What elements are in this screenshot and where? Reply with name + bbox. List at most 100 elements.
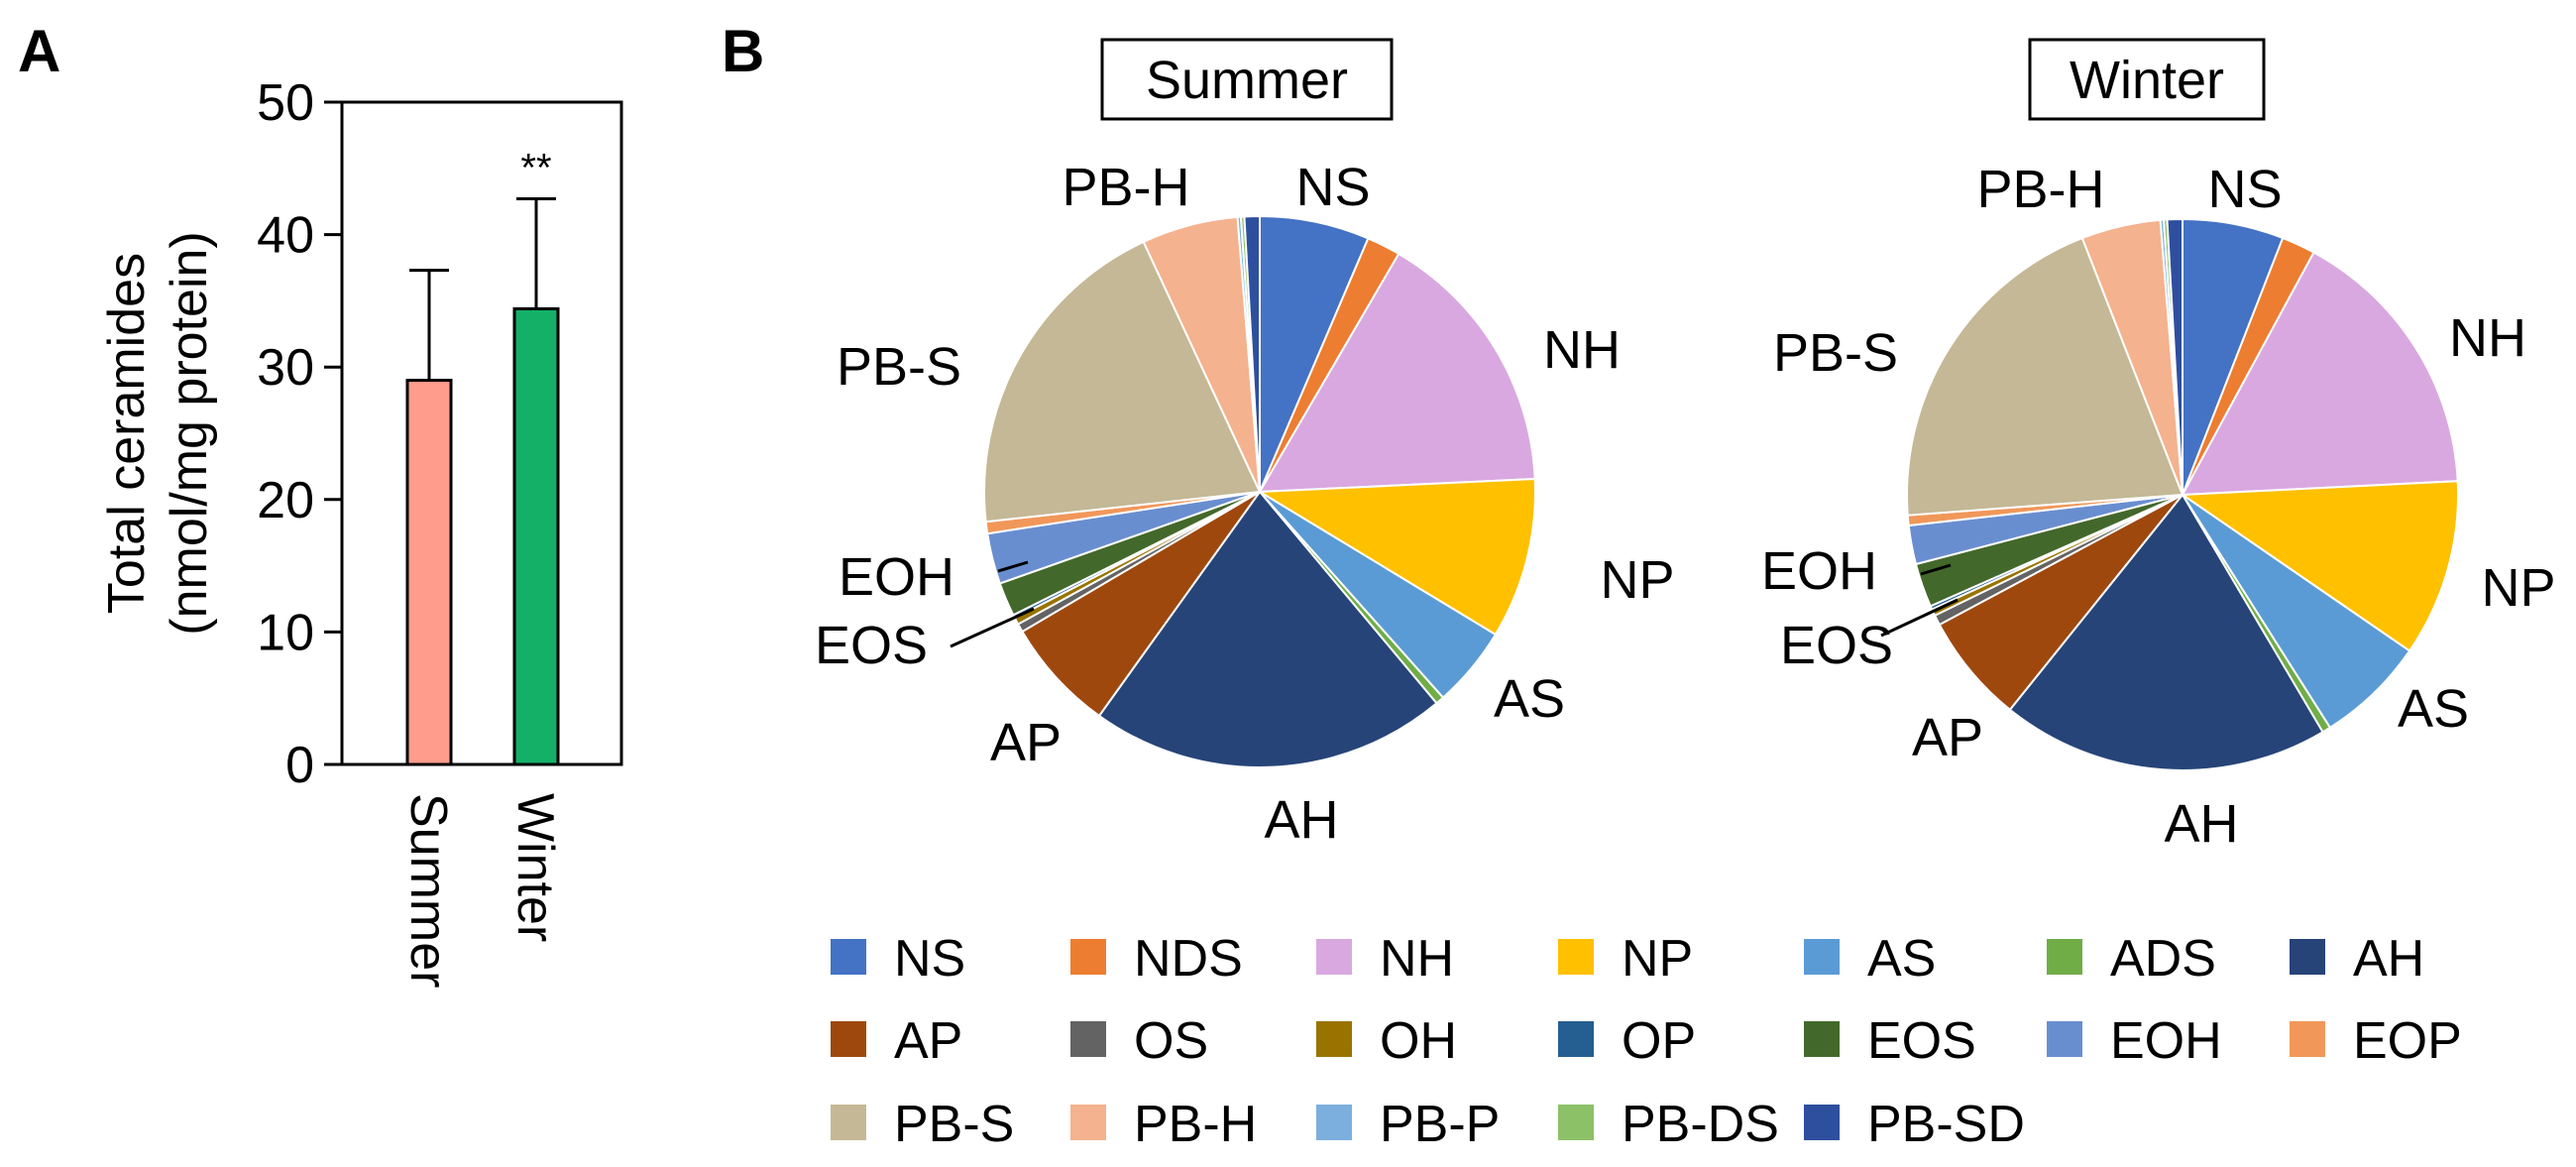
bars: Summer ** Winter (399, 147, 564, 989)
legend-item-ah: AH (2290, 930, 2424, 988)
legend-label: AP (894, 1012, 962, 1070)
legend-label: NS (894, 930, 965, 988)
pie-label-ap: AP (990, 713, 1062, 772)
significance-marker: ** (520, 147, 551, 190)
legend-swatch (1804, 1021, 1840, 1057)
bar-winter (512, 306, 560, 766)
x-category-label: Summer (399, 793, 457, 988)
legend-swatch (2290, 939, 2325, 975)
pie-slice-ap (1021, 491, 1261, 718)
pie-label-ah: AH (1264, 790, 1338, 850)
legend-swatch (2047, 1021, 2082, 1057)
bar-summer (405, 379, 453, 766)
pie-slice-nh (2181, 251, 2459, 497)
legend-label: AS (1867, 930, 1936, 988)
legend-swatch (831, 1021, 866, 1057)
pie-slice-ah (2008, 493, 2324, 771)
pie-title-box (1100, 38, 1394, 121)
pie-label-eoh: EOH (1761, 541, 1877, 601)
legend-swatch (1316, 939, 1352, 975)
legend-item-eos: EOS (1804, 1012, 1976, 1070)
y-tick-label: 30 (257, 339, 314, 397)
legend-swatch (831, 1105, 866, 1140)
legend-label: EOS (1867, 1012, 1976, 1070)
legend-label: AH (2353, 930, 2424, 988)
legend-item-nds: NDS (1070, 930, 1243, 988)
x-category-label: Winter (506, 793, 564, 942)
legend-item-as: AS (1804, 930, 1936, 988)
pie-label-ah: AH (2164, 794, 2238, 854)
y-tick-label: 40 (257, 207, 314, 265)
legend-swatch (1070, 1021, 1106, 1057)
legend-item-ap: AP (831, 1012, 962, 1070)
pie-label-eos: EOS (815, 616, 928, 675)
pie-slice-pb-s (983, 240, 1262, 524)
legend-swatch (1804, 939, 1840, 975)
legend-swatch (1070, 1105, 1106, 1140)
legend-item-eoh: EOH (2047, 1012, 2222, 1070)
legend-item-pb-ds: PB-DS (1558, 1096, 1779, 1153)
pie-chart-winter: Winter NS NH NP AS AH AP EOS EOH PB-S PB-H (1761, 38, 2556, 854)
pie-slice-ns (1259, 214, 1370, 493)
legend-label: OS (1134, 1012, 1208, 1070)
legend-swatch (1316, 1021, 1352, 1057)
pie-slice-pb-sd (2166, 217, 2184, 496)
legend-item-np: NP (1558, 930, 1693, 988)
legend-label: OP (1622, 1012, 1696, 1070)
pie-label-np: NP (1600, 550, 1674, 610)
legend-label: PB-DS (1622, 1096, 1779, 1153)
pie-title: Winter (2070, 51, 2224, 110)
legend-swatch (1804, 1105, 1840, 1140)
y-tick-label: 0 (285, 737, 314, 794)
legend-label: ADS (2110, 930, 2216, 988)
y-tick-label: 50 (257, 74, 314, 132)
legend-swatch (1558, 939, 1594, 975)
legend-item-eop: EOP (2290, 1012, 2462, 1070)
pie-title-box (2028, 38, 2266, 121)
legend-item-pb-sd: PB-SD (1804, 1096, 2025, 1153)
y-tick-label: 10 (257, 604, 314, 661)
leader-line-eoh (1920, 563, 1952, 576)
y-axis-ticks: 0 10 20 30 40 50 (257, 74, 342, 794)
legend-swatch (1558, 1021, 1594, 1057)
legend-label: NDS (1134, 930, 1243, 988)
pie-charts: Summer NS NH NP AS AH AP EOS EOH PB-S PB-H Winter NS… (815, 38, 2556, 854)
pie-label-pb-s: PB-S (837, 337, 961, 397)
pie-label-ns: NS (2207, 160, 2282, 219)
pie-slice-ap (1938, 494, 2184, 712)
pie-slice-pb-s (1906, 236, 2184, 517)
legend-label: PB-P (1380, 1096, 1500, 1153)
legend-item-oh: OH (1316, 1012, 1457, 1070)
legend-label: PB-SD (1867, 1096, 2025, 1153)
legend-label: EOH (2110, 1012, 2222, 1070)
legend-item-pb-h: PB-H (1070, 1096, 1257, 1153)
pie-label-pb-h: PB-H (1062, 158, 1189, 217)
pie-slice-pb-sd (1243, 214, 1261, 493)
plot-frame (340, 100, 623, 766)
pie-label-ns: NS (1295, 158, 1370, 217)
pie-slice-np (1256, 477, 1537, 637)
legend-label: PB-H (1134, 1096, 1257, 1153)
legend-label: EOP (2353, 1012, 2462, 1070)
legend-swatch (1070, 939, 1106, 975)
legend-item-nh: NH (1316, 930, 1454, 988)
legend-swatch (831, 939, 866, 975)
legend-item-pb-s: PB-S (831, 1096, 1014, 1153)
pie-slice-nh (1258, 252, 1536, 494)
legend-swatch (2290, 1021, 2325, 1057)
pie-label-ap: AP (1912, 708, 1983, 767)
pie-label-np: NP (2481, 558, 2555, 618)
y-tick-label: 20 (257, 472, 314, 529)
pie-slice-np (2179, 480, 2460, 652)
legend-label: OH (1380, 1012, 1457, 1070)
pie-slice-ah (1097, 490, 1438, 768)
pie-label-nh: NH (2449, 308, 2526, 368)
leader-line-eoh (997, 560, 1029, 573)
legend-swatch (1558, 1105, 1594, 1140)
leader-line-eos (1880, 598, 1959, 638)
legend-label: NP (1622, 930, 1693, 988)
legend-swatch (2047, 939, 2082, 975)
pie-label-eoh: EOH (839, 547, 954, 607)
panel-a-label: A (18, 18, 60, 84)
